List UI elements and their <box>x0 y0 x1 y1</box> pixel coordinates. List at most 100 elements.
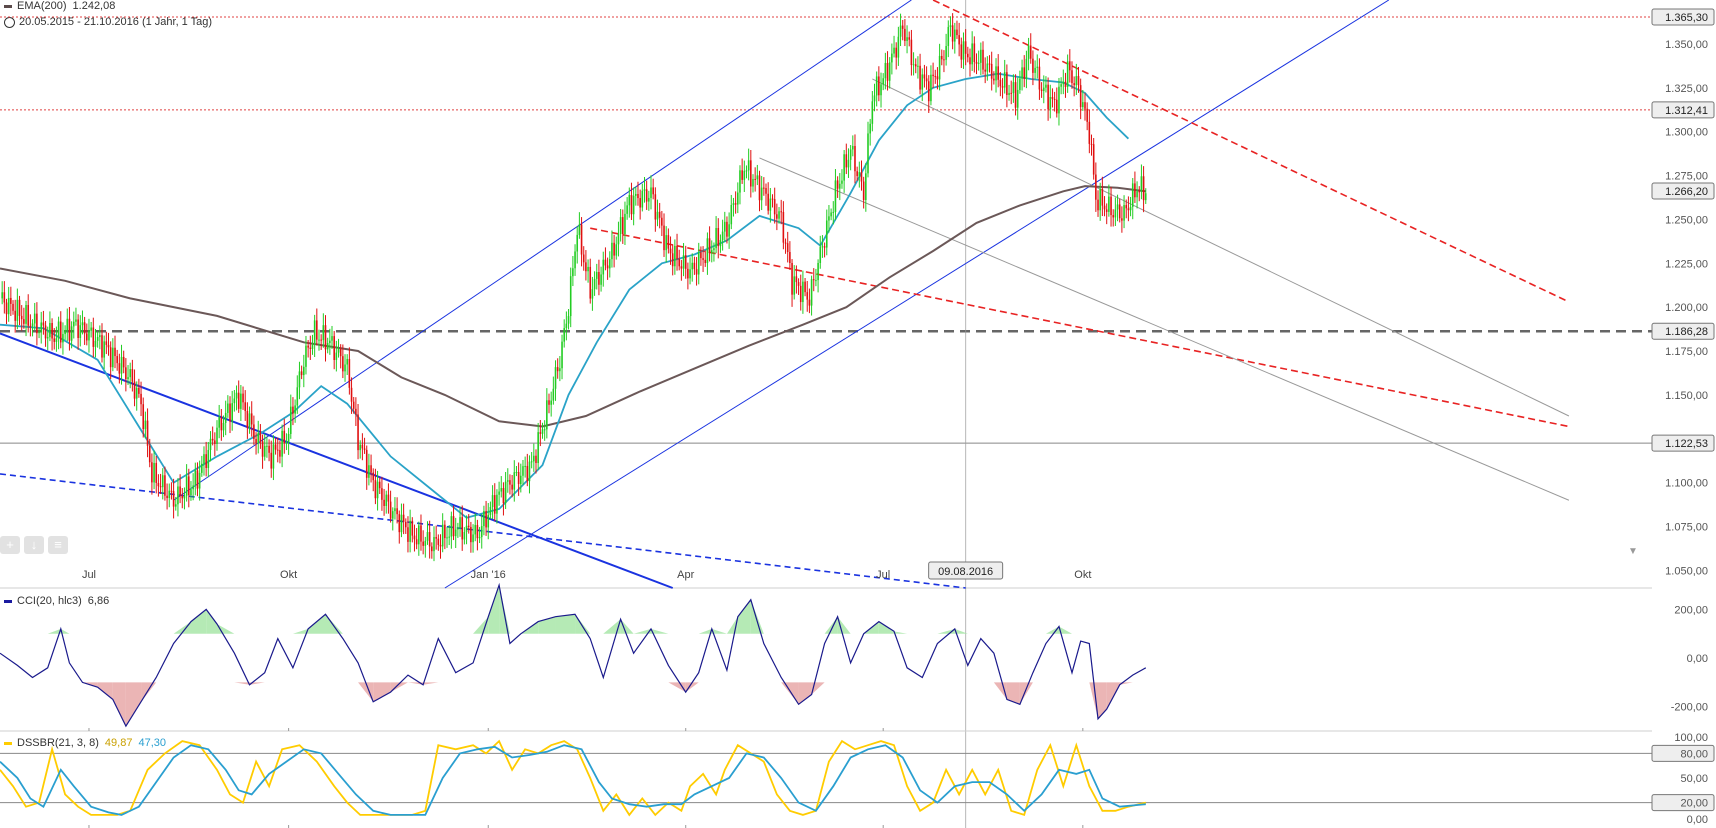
candle-body <box>177 486 179 505</box>
cci-overbought-fill <box>824 616 838 634</box>
cci-oversold-fill <box>358 682 374 702</box>
candle-body <box>170 490 173 492</box>
candle-body <box>1058 86 1060 114</box>
candle-body <box>59 321 62 343</box>
candle-body <box>543 429 546 431</box>
candle-body <box>873 95 876 102</box>
candle-body <box>1142 176 1145 201</box>
candle-body <box>841 180 843 184</box>
candle-body <box>316 320 318 340</box>
candle-body <box>348 358 351 388</box>
candle-body <box>253 424 255 439</box>
candle-body <box>693 262 696 270</box>
candle-body <box>270 452 273 469</box>
candle-body <box>613 242 615 256</box>
candle-body <box>1129 206 1132 211</box>
candle-body <box>621 217 624 234</box>
candle-body <box>567 316 570 324</box>
candle-body <box>1 292 3 299</box>
dssbr-level-badge-3 <box>1651 794 1715 812</box>
candle-body <box>101 335 103 358</box>
download-button[interactable]: ↓ <box>24 536 44 554</box>
candle-body <box>66 318 69 331</box>
candle-body <box>107 344 110 348</box>
candle-body <box>1019 78 1021 90</box>
candle-body <box>57 321 60 339</box>
candle-body <box>526 465 529 482</box>
candle-body <box>832 211 835 213</box>
candle-body <box>404 521 407 528</box>
candle-body <box>203 454 205 464</box>
dssbr-y-tick-4: 0,00 <box>1687 814 1708 826</box>
candle-body <box>528 461 531 482</box>
candle-body <box>342 356 344 372</box>
candle-body <box>645 189 648 202</box>
candle-body <box>1127 208 1130 211</box>
candle-body <box>717 228 720 247</box>
candle-body <box>31 323 34 326</box>
cci-oversold-fill <box>423 682 439 685</box>
cci-overbought-fill <box>603 619 621 634</box>
candle-body <box>797 282 800 286</box>
scroll-arrow-icon[interactable]: ▼ <box>1628 546 1638 557</box>
candle-body <box>715 228 717 249</box>
candle-body <box>300 371 303 376</box>
price-level-label-3: 1.186,28 <box>1665 326 1708 338</box>
zoom-in-button[interactable]: + <box>0 536 20 554</box>
candle-body <box>530 461 533 463</box>
cci-overbought-fill <box>633 628 651 634</box>
candle-body <box>943 59 945 61</box>
candle-body <box>183 495 186 499</box>
candle-body <box>359 444 362 451</box>
cci-y-tick-1: 0,00 <box>1687 653 1708 665</box>
candle-body <box>1079 85 1082 108</box>
candle-body <box>619 217 622 234</box>
main-y-tick-8: 1.150,00 <box>1665 390 1708 402</box>
candle-body <box>1001 86 1004 88</box>
candle-body <box>181 495 184 499</box>
candle-body <box>142 404 145 430</box>
candle-body <box>875 76 878 96</box>
candle-body <box>502 488 505 504</box>
x-label-2: Jan '16 <box>471 569 506 581</box>
cci-oversold-fill <box>112 682 126 727</box>
candle-body <box>400 514 403 533</box>
candle-body <box>734 203 737 205</box>
candle-body <box>83 322 86 334</box>
candle-body <box>133 381 136 399</box>
candle-body <box>1125 205 1128 209</box>
candle-body <box>292 406 294 414</box>
candle-body <box>120 356 123 374</box>
candle-body <box>556 367 559 372</box>
candle-body <box>990 63 993 79</box>
candle-body <box>1114 209 1117 218</box>
candle-body <box>1038 66 1041 90</box>
menu-button[interactable]: ≡ <box>48 536 68 554</box>
candle-body <box>365 449 368 478</box>
candle-body <box>986 63 989 72</box>
candle-body <box>125 367 127 380</box>
candle-body <box>3 292 6 303</box>
crosshair-date-label: 09.08.2016 <box>938 566 993 578</box>
candle-body <box>209 438 212 450</box>
candle-body <box>248 413 251 428</box>
cci-overbought-fill <box>488 585 500 634</box>
candle-body <box>40 322 43 333</box>
candle-body <box>164 475 166 496</box>
candle-body <box>207 449 210 468</box>
candle-body <box>44 325 47 339</box>
candle-body <box>938 55 941 80</box>
candle-body <box>320 339 322 341</box>
candle-body <box>231 403 233 422</box>
candle-body <box>118 363 121 374</box>
candle-body <box>671 253 674 267</box>
trendline-7 <box>759 157 1570 501</box>
candle-body <box>988 63 991 65</box>
candle-body <box>411 520 414 536</box>
candle-body <box>444 524 446 539</box>
candle-body <box>958 35 960 45</box>
main-y-tick-9: 1.100,00 <box>1665 478 1708 490</box>
candle-body <box>116 356 118 364</box>
price-level-badge-4 <box>1651 434 1715 452</box>
candle-body <box>261 441 264 457</box>
